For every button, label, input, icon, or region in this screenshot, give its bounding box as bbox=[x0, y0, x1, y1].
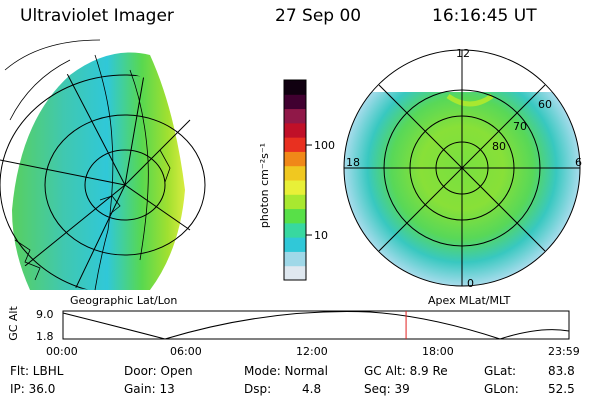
colorbar-stripe bbox=[284, 122, 306, 138]
colorbar-gradient bbox=[284, 80, 306, 281]
instrument-title: Ultraviolet Imager bbox=[20, 6, 174, 26]
timeline-xtick-0000: 00:00 bbox=[46, 345, 78, 358]
polar-image bbox=[343, 49, 581, 287]
timeline-xtick-0600: 06:00 bbox=[170, 345, 202, 358]
mlt-label-12: 12 bbox=[456, 47, 470, 60]
left-emission-region bbox=[12, 52, 185, 290]
ip-info: IP: 36.0 bbox=[10, 382, 56, 396]
coastline-details bbox=[14, 149, 171, 281]
colorbar-stripe bbox=[284, 108, 306, 124]
colorbar-stripe bbox=[284, 237, 306, 252]
mlat-mlt-grid bbox=[343, 49, 581, 287]
mlat-label-60: 60 bbox=[538, 98, 552, 111]
timeline-xtick-1200: 12:00 bbox=[296, 345, 328, 358]
mlt-label-0: 0 bbox=[467, 277, 474, 290]
altitude-timeline bbox=[62, 310, 570, 340]
glat-value: 83.8 bbox=[548, 364, 575, 378]
mlat-label-70: 70 bbox=[513, 120, 527, 133]
date-label: 27 Sep 00 bbox=[275, 6, 362, 26]
colorbar-stripe bbox=[284, 194, 306, 210]
colorbar-stripe bbox=[284, 165, 306, 181]
apex-caption: Apex MLat/MLT bbox=[428, 294, 511, 307]
timeline-xtick-1800: 18:00 bbox=[422, 345, 454, 358]
gain-info: Gain: 13 bbox=[124, 382, 175, 396]
mlt-label-6: 6 bbox=[575, 156, 582, 169]
geographic-caption: Geographic Lat/Lon bbox=[70, 294, 178, 307]
colorbar-stripe bbox=[284, 251, 306, 267]
timeline-frame bbox=[62, 310, 570, 340]
seq-info: Seq: 39 bbox=[364, 382, 410, 396]
gcalt-info: GC Alt: 8.9 Re bbox=[364, 364, 448, 378]
lat-lon-grid bbox=[0, 70, 220, 290]
timeline-ytick-low: 1.8 bbox=[36, 330, 54, 343]
geographic-image bbox=[0, 39, 220, 291]
mlat-label-80: 80 bbox=[492, 140, 506, 153]
dayside-arc bbox=[446, 93, 494, 107]
altitude-curve bbox=[62, 311, 570, 340]
timeline-ytick-high: 9.0 bbox=[36, 308, 54, 321]
coastline-outlines bbox=[4, 39, 149, 291]
colorbar-label-10: 10 bbox=[314, 229, 328, 242]
colorbar-stripe bbox=[284, 222, 306, 238]
timeline-ylabel: GC Alt bbox=[6, 306, 20, 341]
mlt-label-18: 18 bbox=[346, 156, 360, 169]
colorbar-stripe bbox=[284, 137, 306, 152]
colorbar-stripe bbox=[284, 94, 306, 110]
timeline-xtick-2359: 23:59 bbox=[548, 345, 580, 358]
door-info: Door: Open bbox=[124, 364, 193, 378]
colorbar-label-100: 100 bbox=[314, 139, 335, 152]
colorbar-unit-label: photon cm⁻²s⁻¹ bbox=[258, 142, 272, 229]
glon-label: GLon: bbox=[484, 382, 519, 396]
colorbar-frame bbox=[283, 79, 307, 281]
mode-info: Mode: Normal bbox=[244, 364, 328, 378]
colorbar-stripe bbox=[284, 208, 306, 224]
glat-label: GLat: bbox=[484, 364, 517, 378]
glon-value: 52.5 bbox=[548, 382, 575, 396]
time-label: 16:16:45 UT bbox=[432, 6, 537, 26]
colorbar bbox=[283, 79, 312, 281]
colorbar-stripe bbox=[284, 180, 306, 195]
dsp-label: Dsp: bbox=[244, 382, 272, 396]
flt-info: Flt: LBHL bbox=[10, 364, 64, 378]
colorbar-stripe bbox=[284, 151, 306, 167]
colorbar-stripe bbox=[284, 80, 306, 95]
colorbar-stripe bbox=[284, 265, 306, 281]
dsp-value: 4.8 bbox=[302, 382, 322, 396]
